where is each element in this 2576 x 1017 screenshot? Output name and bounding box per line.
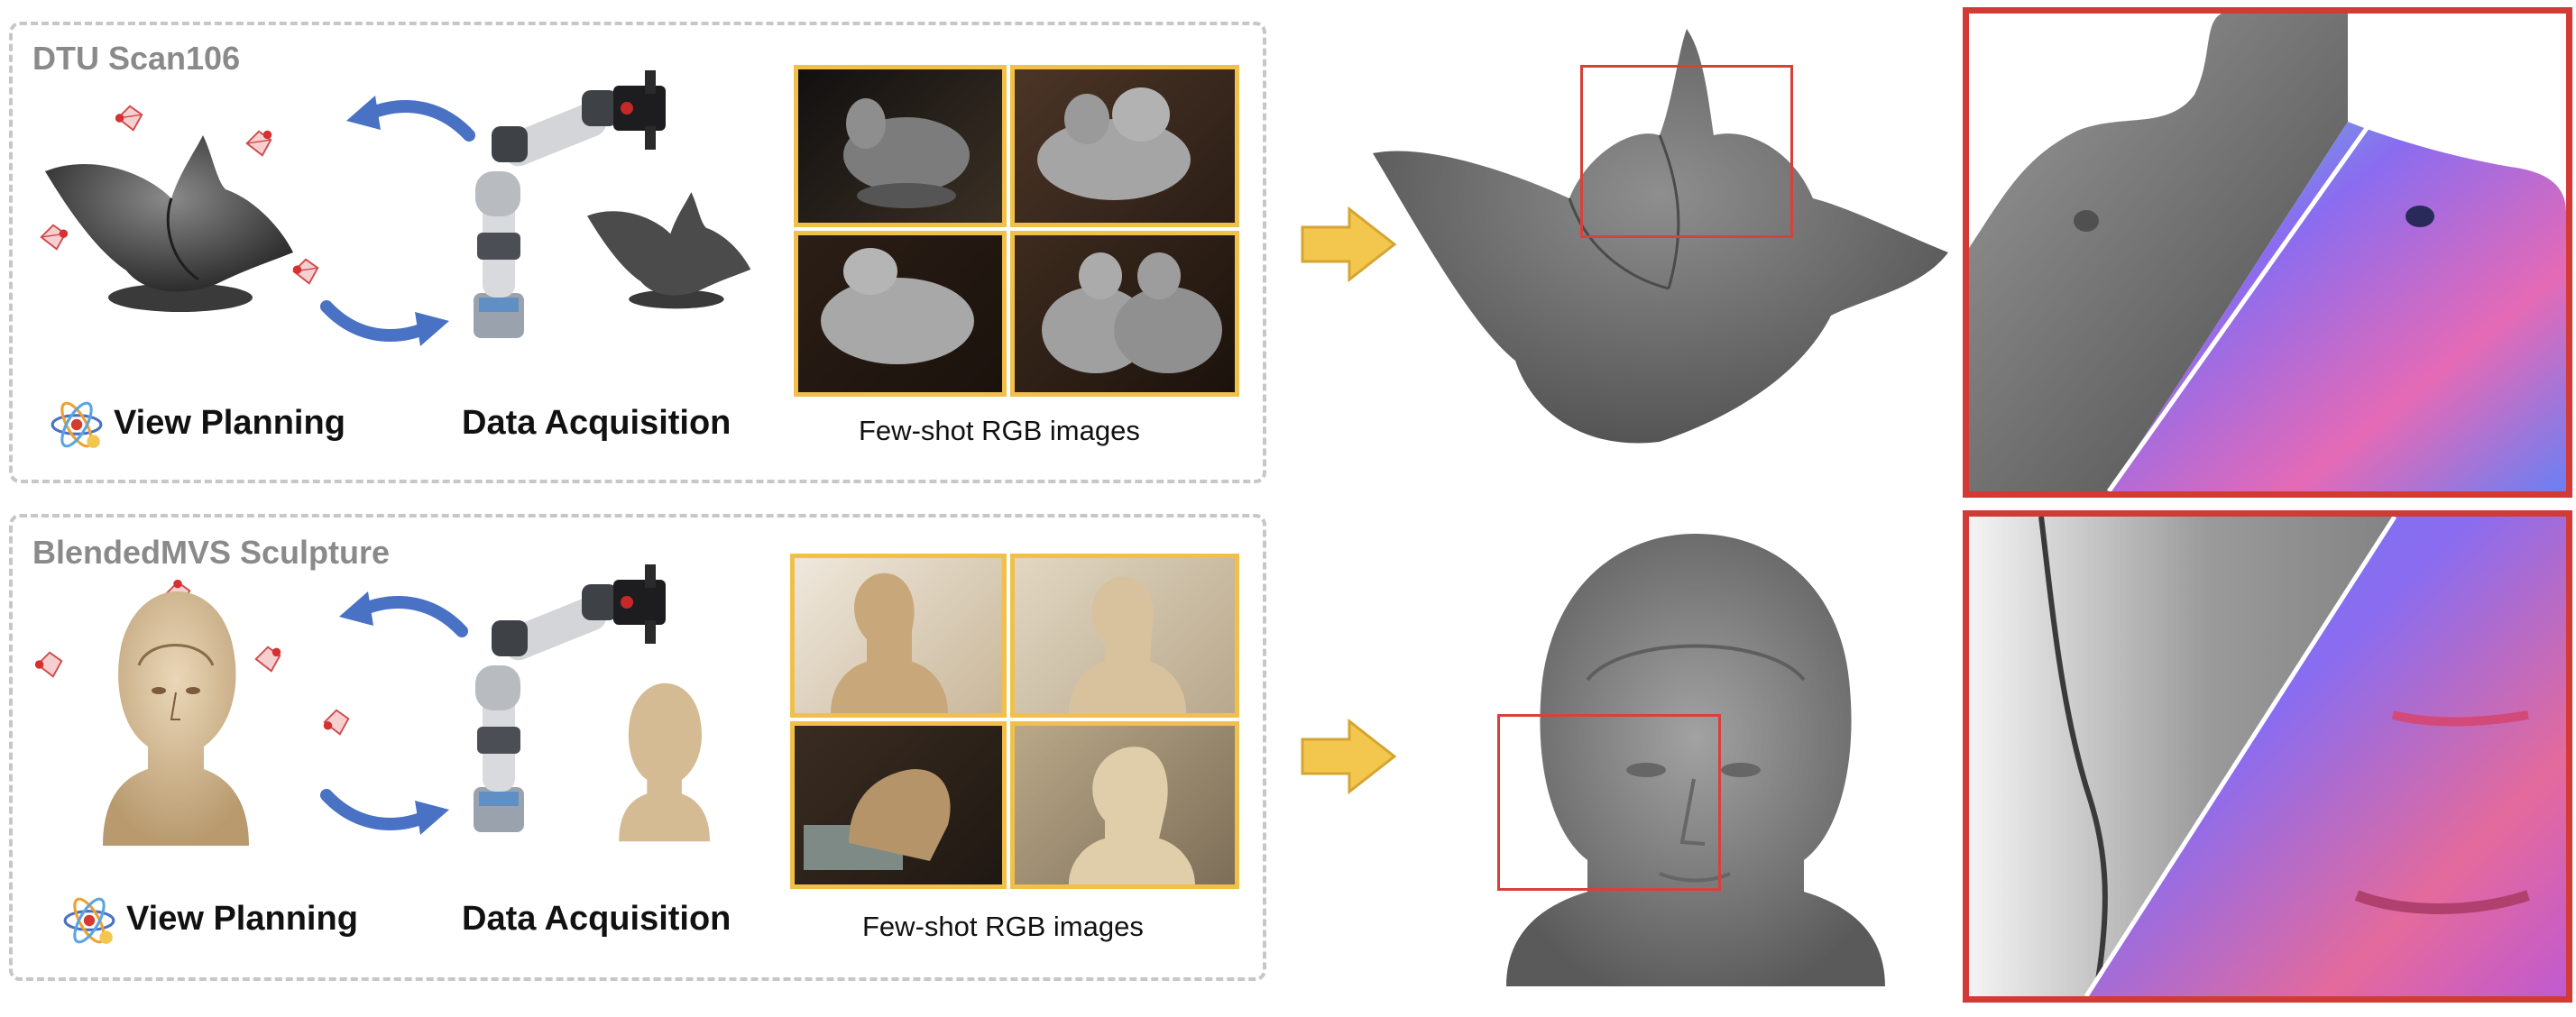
blendedmvs-panel-title: BlendedMVS Sculpture bbox=[32, 534, 391, 571]
cycle-arrow-icon bbox=[346, 96, 475, 142]
zoom-detail-bust bbox=[1963, 510, 2572, 1003]
rgb-thumbnail bbox=[790, 554, 1007, 718]
robot-arm-icon bbox=[474, 70, 666, 338]
dtu-panel-title: DTU Scan106 bbox=[32, 40, 241, 77]
camera-pose-icon bbox=[40, 224, 69, 251]
rgb-thumbnail bbox=[794, 231, 1007, 397]
camera-pose-icon bbox=[254, 646, 281, 673]
bird-sculpture-image bbox=[587, 192, 751, 309]
rgb-thumbnail bbox=[1010, 554, 1239, 718]
camera-pose-icon bbox=[323, 709, 350, 736]
zoom-region-box bbox=[1580, 65, 1793, 238]
rgb-thumbnail bbox=[790, 721, 1007, 889]
blendedmvs-panel bbox=[9, 514, 1266, 981]
dtu-panel bbox=[9, 22, 1266, 483]
bust-sculpture-image bbox=[619, 683, 711, 842]
cycle-arrow-icon bbox=[339, 591, 468, 637]
data-acquisition-label: Data Acquisition bbox=[462, 900, 731, 938]
planning-atom-icon bbox=[63, 897, 115, 944]
zoom-region-box bbox=[1497, 714, 1721, 891]
camera-pose-icon bbox=[34, 651, 63, 678]
cycle-arrow-icon bbox=[320, 789, 449, 835]
data-acquisition-label: Data Acquisition bbox=[462, 404, 731, 442]
few-shot-caption: Few-shot RGB images bbox=[862, 911, 1144, 942]
view-planning-label: View Planning bbox=[114, 404, 345, 442]
right-arrow-icon bbox=[1301, 206, 1397, 283]
rgb-thumbnail bbox=[1010, 65, 1239, 227]
rgb-thumbnail bbox=[1010, 231, 1239, 397]
bird-sculpture-image bbox=[45, 135, 293, 312]
camera-pose-icon bbox=[292, 258, 319, 285]
bust-sculpture-image bbox=[103, 591, 249, 846]
few-shot-caption: Few-shot RGB images bbox=[859, 415, 1140, 446]
right-arrow-icon bbox=[1301, 718, 1397, 795]
rgb-thumbnail bbox=[1010, 721, 1239, 889]
cycle-arrow-icon bbox=[320, 300, 449, 346]
camera-pose-icon bbox=[115, 105, 143, 132]
robot-arm-icon bbox=[474, 564, 666, 832]
camera-pose-icon bbox=[245, 130, 272, 157]
rgb-thumbnail bbox=[794, 65, 1007, 227]
planning-atom-icon bbox=[51, 401, 103, 448]
view-planning-label: View Planning bbox=[126, 900, 358, 938]
reconstructed-mesh-bust bbox=[1506, 534, 1885, 986]
zoom-detail-birds bbox=[1963, 7, 2572, 498]
